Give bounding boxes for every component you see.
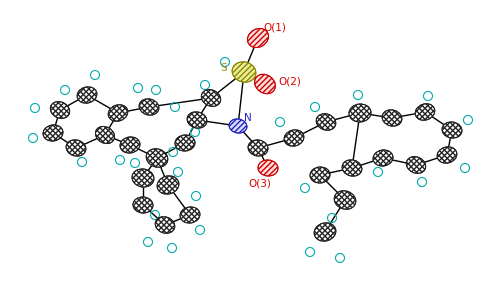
Text: S: S (220, 63, 227, 73)
Ellipse shape (43, 125, 63, 141)
Text: O(3): O(3) (248, 178, 271, 188)
Ellipse shape (232, 62, 256, 82)
Ellipse shape (108, 105, 128, 121)
Ellipse shape (120, 137, 140, 153)
Text: N: N (244, 113, 252, 123)
Ellipse shape (258, 160, 278, 176)
Ellipse shape (349, 104, 371, 122)
Ellipse shape (146, 149, 168, 167)
Ellipse shape (382, 110, 402, 126)
Ellipse shape (139, 99, 159, 115)
Ellipse shape (406, 156, 426, 173)
Ellipse shape (95, 127, 115, 144)
Ellipse shape (254, 74, 275, 94)
Ellipse shape (201, 90, 221, 106)
Ellipse shape (132, 169, 154, 187)
Ellipse shape (373, 150, 393, 166)
Ellipse shape (133, 197, 153, 213)
Ellipse shape (229, 119, 247, 133)
Ellipse shape (437, 147, 457, 163)
Ellipse shape (66, 140, 86, 156)
Ellipse shape (187, 112, 207, 128)
Ellipse shape (50, 102, 70, 118)
Ellipse shape (316, 114, 336, 130)
Ellipse shape (247, 28, 268, 47)
Ellipse shape (175, 135, 195, 151)
Ellipse shape (310, 167, 330, 183)
Ellipse shape (314, 223, 336, 241)
Ellipse shape (334, 191, 356, 209)
Ellipse shape (342, 160, 362, 176)
Text: O(2): O(2) (278, 77, 301, 87)
Ellipse shape (155, 217, 175, 233)
Ellipse shape (442, 122, 462, 138)
Ellipse shape (157, 176, 179, 194)
Ellipse shape (284, 130, 304, 146)
Ellipse shape (248, 140, 268, 156)
Text: O(1): O(1) (263, 23, 286, 33)
Ellipse shape (180, 207, 200, 223)
Ellipse shape (415, 104, 435, 120)
Ellipse shape (77, 87, 97, 103)
